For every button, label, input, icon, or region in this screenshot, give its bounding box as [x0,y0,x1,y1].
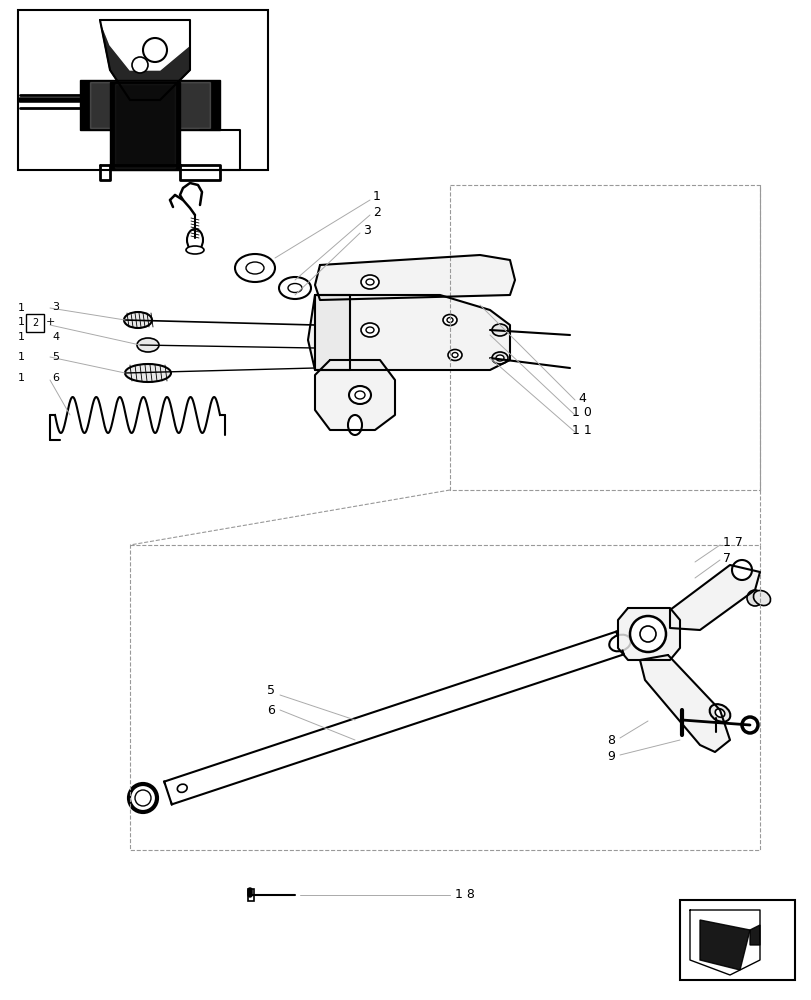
Ellipse shape [608,635,630,651]
Text: 4: 4 [577,391,586,404]
Polygon shape [100,20,190,100]
Ellipse shape [452,353,457,358]
Circle shape [143,38,167,62]
Polygon shape [315,360,394,430]
Ellipse shape [753,590,770,606]
Ellipse shape [491,352,508,364]
Bar [26,314,44,332]
Polygon shape [307,295,509,370]
Ellipse shape [349,386,371,404]
Ellipse shape [234,254,275,282]
Ellipse shape [187,229,203,251]
Ellipse shape [714,709,724,717]
Ellipse shape [354,391,365,399]
Text: 1: 1 [18,373,25,383]
Ellipse shape [361,275,379,289]
Text: 1 1: 1 1 [571,424,591,436]
Polygon shape [669,565,759,630]
Circle shape [129,784,157,812]
Bar [247,889,254,901]
Text: +: + [46,317,55,327]
Polygon shape [115,84,175,168]
Ellipse shape [361,323,379,337]
Circle shape [639,626,655,642]
Ellipse shape [366,279,374,285]
Text: 8: 8 [607,734,614,746]
Ellipse shape [448,350,461,360]
Text: 6: 6 [267,704,275,716]
Polygon shape [749,925,759,945]
Text: 2: 2 [32,318,38,328]
Text: 1: 1 [372,190,380,204]
Circle shape [132,57,148,73]
Polygon shape [109,82,180,170]
Ellipse shape [288,284,302,292]
Text: 7: 7 [722,552,730,564]
Ellipse shape [125,364,171,382]
Text: 5: 5 [267,684,275,696]
Ellipse shape [446,318,453,322]
Ellipse shape [124,312,152,328]
Bar [679,900,794,980]
Text: 3: 3 [52,302,59,312]
Ellipse shape [279,277,311,299]
Ellipse shape [709,704,729,722]
Text: 1: 1 [18,332,25,342]
Polygon shape [315,295,350,370]
Text: 2: 2 [372,207,380,220]
Text: 1 7: 1 7 [722,536,742,550]
Ellipse shape [443,314,457,326]
Text: 1: 1 [18,352,25,362]
Text: 4: 4 [52,332,59,342]
Polygon shape [639,655,729,752]
Ellipse shape [366,327,374,333]
Ellipse shape [496,355,504,361]
Circle shape [741,717,757,733]
Ellipse shape [177,784,187,792]
Polygon shape [80,80,220,130]
Text: 3: 3 [363,224,371,236]
Ellipse shape [137,338,159,352]
Polygon shape [617,608,679,660]
Ellipse shape [246,262,264,274]
Text: 5: 5 [52,352,59,362]
Polygon shape [315,255,514,300]
Polygon shape [90,82,210,128]
Text: 6: 6 [52,373,59,383]
Circle shape [731,560,751,580]
Text: 1: 1 [18,317,25,327]
Text: 1 8: 1 8 [454,888,474,902]
Circle shape [629,616,665,652]
Ellipse shape [186,246,204,254]
Ellipse shape [491,324,508,336]
Text: 9: 9 [607,750,614,764]
Polygon shape [100,20,190,70]
Text: 1 0: 1 0 [571,406,591,420]
Bar [18,10,268,170]
Text: 1: 1 [18,303,25,313]
Circle shape [746,590,762,606]
Polygon shape [699,920,749,970]
Ellipse shape [348,415,362,435]
Circle shape [135,790,151,806]
